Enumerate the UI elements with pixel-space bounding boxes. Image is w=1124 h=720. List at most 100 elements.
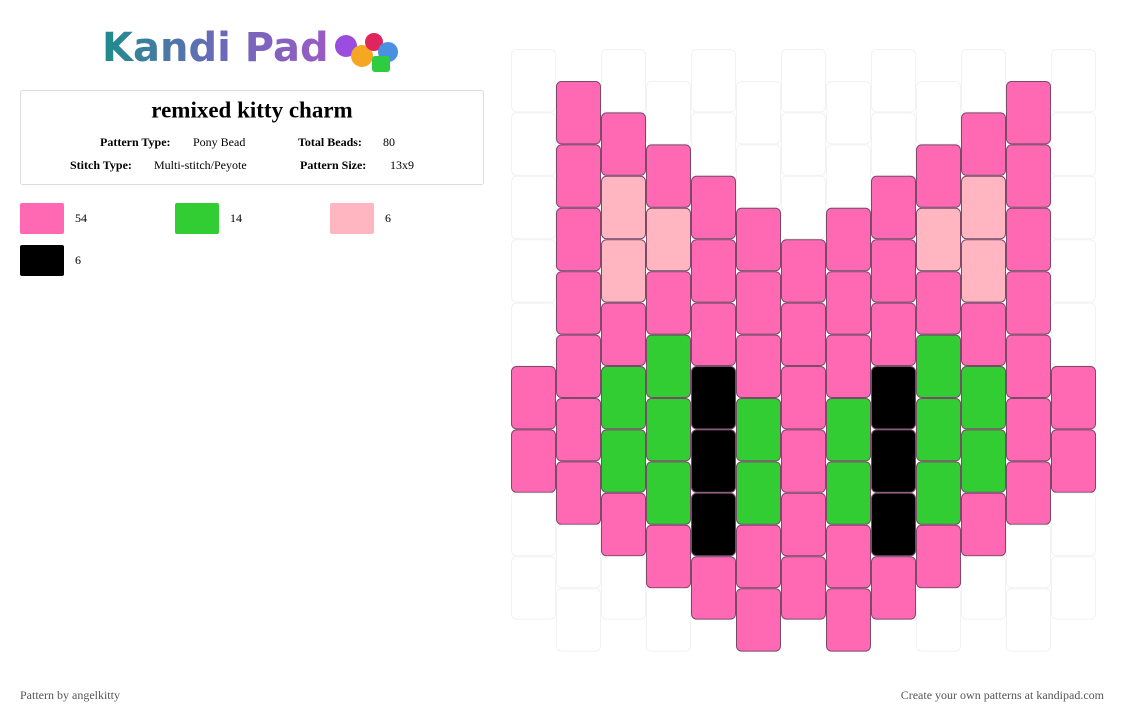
bead bbox=[556, 271, 601, 335]
bead bbox=[871, 302, 916, 367]
bead bbox=[871, 429, 916, 493]
color-count: 6 bbox=[385, 211, 391, 225]
empty-cell bbox=[1051, 556, 1096, 620]
bead bbox=[916, 271, 961, 335]
field-value: 80 bbox=[383, 135, 395, 149]
bead bbox=[556, 461, 601, 525]
bead bbox=[601, 366, 646, 430]
empty-cell bbox=[601, 49, 646, 113]
color-swatch bbox=[20, 203, 64, 234]
footer-link[interactable]: Create your own patterns at kandipad.com bbox=[901, 688, 1105, 702]
field-label: Stitch Type: bbox=[70, 158, 132, 172]
bead bbox=[556, 398, 601, 462]
bead bbox=[691, 429, 736, 493]
bead bbox=[916, 334, 961, 399]
field-value: 13x9 bbox=[390, 158, 414, 172]
bead bbox=[736, 524, 781, 589]
color-swatch bbox=[330, 203, 374, 234]
bead bbox=[781, 556, 826, 620]
bead bbox=[961, 175, 1006, 240]
field-label: Total Beads: bbox=[298, 135, 362, 149]
bead bbox=[1006, 334, 1051, 399]
bead bbox=[646, 524, 691, 589]
empty-cell bbox=[1051, 175, 1096, 240]
bead bbox=[736, 207, 781, 272]
bead bbox=[601, 429, 646, 493]
bead bbox=[691, 556, 736, 620]
bead bbox=[871, 175, 916, 240]
bead bbox=[961, 112, 1006, 176]
footer-credit: Pattern by angelkitty bbox=[20, 688, 120, 702]
bead bbox=[691, 302, 736, 367]
bead bbox=[961, 239, 1006, 303]
empty-cell bbox=[781, 175, 826, 240]
bead bbox=[736, 461, 781, 525]
bead bbox=[736, 588, 781, 652]
bead bbox=[1051, 429, 1096, 493]
bead bbox=[826, 461, 871, 525]
bead bbox=[1006, 144, 1051, 208]
empty-cell bbox=[646, 588, 691, 652]
bead bbox=[916, 398, 961, 462]
empty-cell bbox=[736, 144, 781, 208]
empty-cell bbox=[511, 556, 556, 620]
empty-cell bbox=[916, 81, 961, 145]
bead bbox=[691, 492, 736, 557]
info-box bbox=[20, 90, 484, 185]
bead bbox=[826, 271, 871, 335]
empty-cell bbox=[511, 49, 556, 113]
bead bbox=[781, 492, 826, 557]
bead bbox=[781, 366, 826, 430]
bead bbox=[601, 239, 646, 303]
color-count: 14 bbox=[230, 211, 242, 225]
empty-cell bbox=[1051, 302, 1096, 367]
color-swatch bbox=[175, 203, 219, 234]
empty-cell bbox=[826, 144, 871, 208]
bead bbox=[1006, 81, 1051, 145]
color-swatch bbox=[20, 245, 64, 276]
bead bbox=[961, 302, 1006, 367]
empty-cell bbox=[1051, 492, 1096, 557]
color-count: 54 bbox=[75, 211, 87, 225]
empty-cell bbox=[601, 556, 646, 620]
bead bbox=[646, 144, 691, 208]
bead bbox=[601, 492, 646, 557]
logo[interactable]: Kandi Pad bbox=[102, 25, 329, 71]
empty-cell bbox=[781, 49, 826, 113]
bead bbox=[781, 239, 826, 303]
bead bbox=[871, 556, 916, 620]
bead bbox=[916, 461, 961, 525]
bead bbox=[601, 175, 646, 240]
bead bbox=[1051, 366, 1096, 430]
bead bbox=[826, 207, 871, 272]
empty-cell bbox=[691, 112, 736, 176]
bead bbox=[826, 524, 871, 589]
bead bbox=[736, 271, 781, 335]
empty-cell bbox=[1051, 112, 1096, 176]
empty-cell bbox=[1051, 239, 1096, 303]
empty-cell bbox=[646, 81, 691, 145]
bead bbox=[916, 144, 961, 208]
empty-cell bbox=[871, 49, 916, 113]
empty-cell bbox=[826, 81, 871, 145]
empty-cell bbox=[511, 239, 556, 303]
bead bbox=[646, 271, 691, 335]
empty-cell bbox=[1006, 588, 1051, 652]
empty-cell bbox=[691, 49, 736, 113]
bead bbox=[871, 492, 916, 557]
bead bbox=[1006, 207, 1051, 272]
bead bbox=[826, 398, 871, 462]
bead bbox=[871, 366, 916, 430]
bead bbox=[1006, 398, 1051, 462]
bead bbox=[826, 334, 871, 399]
empty-cell bbox=[511, 302, 556, 367]
field-value: Multi-stitch/Peyote bbox=[154, 158, 247, 172]
bead bbox=[691, 175, 736, 240]
bead bbox=[556, 207, 601, 272]
bead bbox=[556, 144, 601, 208]
empty-cell bbox=[781, 112, 826, 176]
bead bbox=[646, 334, 691, 399]
bead bbox=[646, 398, 691, 462]
